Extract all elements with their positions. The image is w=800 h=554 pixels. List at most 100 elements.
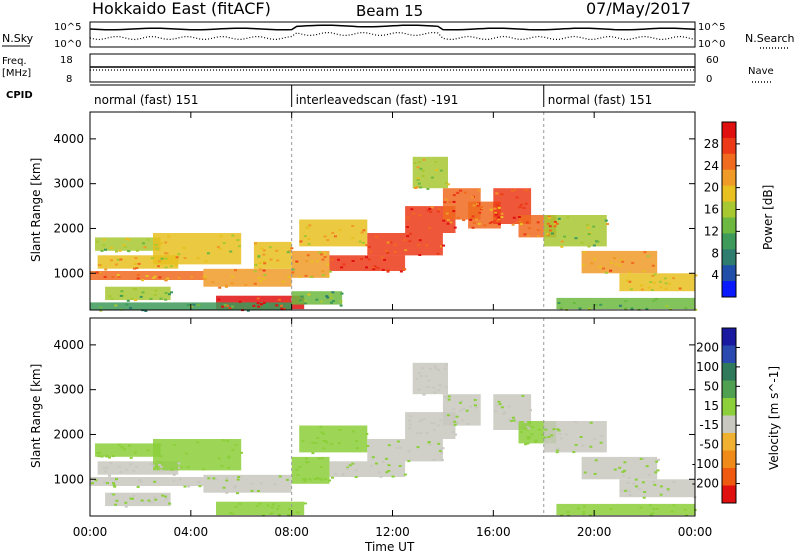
data-speckle: [94, 479, 98, 482]
data-speckle: [331, 476, 334, 479]
colorbar-tick-label: 4: [711, 268, 719, 282]
data-speckle: [308, 478, 312, 481]
data-speckle: [670, 510, 674, 513]
data-speckle: [139, 480, 143, 483]
data-speckle: [355, 439, 359, 442]
data-speckle: [98, 451, 101, 454]
data-speckle: [426, 209, 430, 212]
data-speckle: [362, 229, 366, 232]
data-speckle: [422, 158, 426, 161]
data-speckle: [119, 258, 123, 261]
data-speckle: [418, 214, 422, 217]
data-speckle: [407, 450, 411, 453]
data-speckle: [651, 264, 655, 267]
data-speckle: [257, 490, 260, 492]
power-panel: 1000 2000 3000 4000 Slant Range [km] 4 8 12 16…: [29, 111, 775, 312]
data-speckle: [488, 222, 492, 225]
data-speckle: [273, 483, 277, 486]
data-speckle: [628, 280, 632, 283]
data-speckle: [277, 505, 281, 508]
data-band: [90, 477, 204, 486]
data-speckle: [483, 224, 487, 227]
data-speckle: [290, 247, 294, 250]
velocity-colorbar-label: Velocity [m s^-1]: [767, 366, 781, 470]
data-speckle: [218, 286, 222, 289]
data-speckle: [403, 239, 407, 242]
data-speckle: [547, 435, 551, 438]
data-speckle: [518, 206, 522, 209]
data-speckle: [672, 277, 675, 280]
data-speckle: [443, 215, 447, 218]
data-speckle: [187, 485, 191, 488]
data-band: [581, 250, 658, 274]
data-speckle: [257, 277, 261, 279]
data-speckle: [269, 512, 273, 515]
data-speckle: [624, 300, 628, 303]
data-speckle: [621, 474, 625, 477]
data-speckle: [416, 446, 420, 449]
data-speckle: [116, 274, 120, 276]
data-speckle: [583, 471, 587, 474]
colorbar-tick-label: 20: [704, 181, 719, 195]
data-speckle: [389, 241, 393, 244]
data-band: [299, 425, 368, 453]
data-speckle: [226, 439, 230, 442]
data-speckle: [433, 391, 437, 394]
data-speckle: [626, 482, 630, 484]
colorbar-frame: [721, 327, 737, 504]
colorbar-swatch: [722, 328, 736, 346]
colorbar-tick-label: -100: [692, 457, 719, 471]
data-speckle: [386, 252, 390, 254]
data-band: [367, 233, 443, 256]
data-speckle: [478, 211, 482, 214]
data-speckle: [276, 259, 280, 262]
data-speckle: [413, 162, 417, 165]
data-speckle: [655, 507, 659, 510]
data-band: [556, 297, 695, 310]
power-ylabel: Slant Range [km]: [29, 158, 43, 262]
data-speckle: [338, 428, 342, 431]
data-speckle: [438, 384, 442, 387]
data-speckle: [298, 466, 302, 468]
data-speckle: [258, 502, 262, 505]
data-speckle: [307, 293, 311, 296]
data-speckle: [459, 409, 463, 412]
data-speckle: [304, 274, 308, 277]
data-speckle: [604, 219, 608, 222]
data-speckle: [624, 489, 628, 492]
data-speckle: [311, 452, 315, 455]
data-speckle: [136, 485, 140, 488]
data-band: [367, 439, 443, 462]
data-speckle: [427, 441, 431, 444]
data-speckle: [237, 476, 241, 478]
data-speckle: [422, 393, 426, 396]
data-speckle: [91, 482, 94, 485]
colorbar-swatch: [722, 281, 736, 298]
data-speckle: [342, 263, 346, 266]
data-speckle: [647, 286, 651, 289]
data-speckle: [366, 445, 370, 447]
data-speckle: [654, 471, 658, 474]
data-speckle: [234, 269, 237, 272]
colorbar-swatch: [722, 122, 736, 139]
data-speckle: [340, 292, 344, 295]
data-speckle: [522, 207, 526, 209]
data-speckle: [339, 300, 343, 303]
data-speckle: [526, 442, 530, 445]
data-speckle: [519, 223, 523, 226]
data-speckle: [543, 436, 547, 439]
colorbar-swatch: [722, 380, 736, 399]
data-speckle: [331, 300, 335, 302]
data-speckle: [153, 294, 157, 296]
data-speckle: [694, 274, 698, 277]
data-speckle: [694, 308, 698, 311]
data-speckle: [113, 479, 117, 482]
data-speckle: [433, 365, 437, 368]
data-speckle: [236, 492, 240, 495]
data-speckle: [259, 482, 263, 485]
data-speckle: [512, 216, 516, 219]
mhz-label: [MHz]: [2, 68, 31, 79]
data-speckle: [323, 235, 327, 238]
data-speckle: [592, 244, 596, 247]
data-speckle: [236, 478, 240, 481]
